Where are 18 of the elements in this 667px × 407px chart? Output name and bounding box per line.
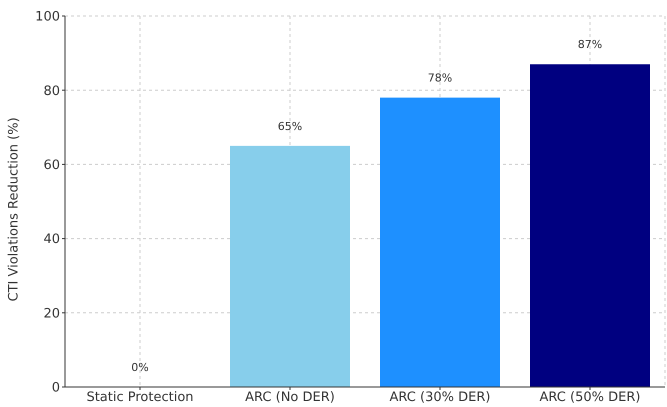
bar (530, 64, 650, 387)
y-tick-label: 0 (52, 380, 60, 396)
y-tick-label: 100 (35, 10, 60, 25)
y-tick-label: 20 (43, 306, 60, 322)
bar (380, 98, 500, 387)
x-tick-label: ARC (50% DER) (540, 390, 640, 406)
bar (230, 146, 350, 387)
y-tick-label: 60 (43, 158, 60, 174)
x-tick-label: Static Protection (86, 390, 194, 406)
x-tick-label: ARC (No DER) (245, 390, 335, 406)
y-tick-label: 40 (43, 232, 60, 248)
data-label: 78% (428, 72, 452, 85)
y-tick-label: 80 (43, 84, 60, 99)
data-label: 87% (578, 38, 602, 52)
data-label: 0% (131, 361, 149, 374)
y-axis-title: CTI Violations Reduction (%) (6, 117, 22, 302)
x-tick-label: ARC (30% DER) (390, 390, 490, 406)
data-label: 65% (278, 120, 302, 133)
